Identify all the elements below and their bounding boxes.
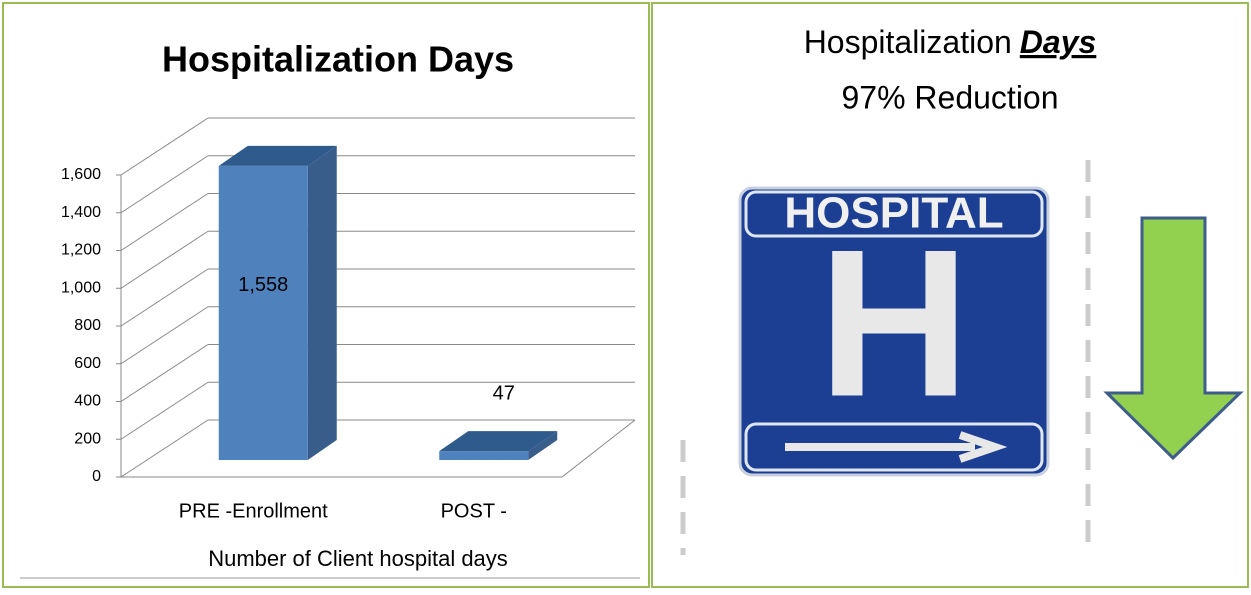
grid-line — [120, 155, 209, 214]
panel-title: Hospitalization Days — [804, 24, 1097, 60]
right-panel — [651, 2, 1249, 588]
y-tick-label: 0 — [92, 468, 101, 485]
left-panel — [2, 2, 650, 588]
y-tick-label: 800 — [74, 317, 101, 334]
floor-edge — [561, 419, 636, 478]
bar — [439, 451, 529, 460]
bar-side — [528, 431, 558, 460]
y-tick-label: 600 — [74, 355, 101, 372]
x-tick-label: PRE -Enrollment — [179, 500, 328, 522]
sign-board — [738, 186, 1050, 477]
panel-subtitle: 97% Reduction — [841, 79, 1058, 115]
x-axis-title: Number of Client hospital days — [208, 546, 508, 571]
bar-top — [218, 145, 337, 166]
title-emphasis: Days — [1020, 24, 1097, 60]
grid-line — [120, 268, 209, 327]
grid-line — [120, 419, 209, 478]
chart-title: Hospitalization Days — [162, 39, 514, 80]
bar-side — [307, 145, 337, 461]
bar — [218, 165, 308, 461]
data-label: 1,558 — [238, 274, 288, 296]
grid-line — [120, 117, 209, 176]
down-arrow — [1103, 216, 1244, 461]
grid-line — [120, 306, 209, 365]
grid-line — [120, 193, 209, 251]
y-tick-label: 200 — [74, 430, 101, 447]
hospital-sign: HOSPITAL H — [738, 186, 1050, 477]
sign-label: HOSPITAL — [784, 189, 1003, 238]
data-label: 47 — [493, 382, 515, 404]
sign-header — [744, 190, 1044, 238]
sign-arrow — [785, 431, 1008, 463]
y-tick-label: 1,200 — [61, 242, 101, 259]
y-tick-label: 400 — [74, 393, 101, 410]
grid-line — [120, 230, 209, 289]
y-tick-label: 1,400 — [61, 204, 101, 221]
sign-letter: H — [818, 205, 970, 440]
bar-top — [439, 431, 558, 452]
y-tick-label: 1,000 — [61, 279, 101, 296]
title-prefix: Hospitalization — [804, 24, 1012, 60]
grid-line — [120, 381, 209, 440]
x-tick-label: POST - — [441, 500, 507, 522]
grid-line — [120, 344, 209, 402]
y-tick-label: 1,600 — [61, 166, 101, 183]
